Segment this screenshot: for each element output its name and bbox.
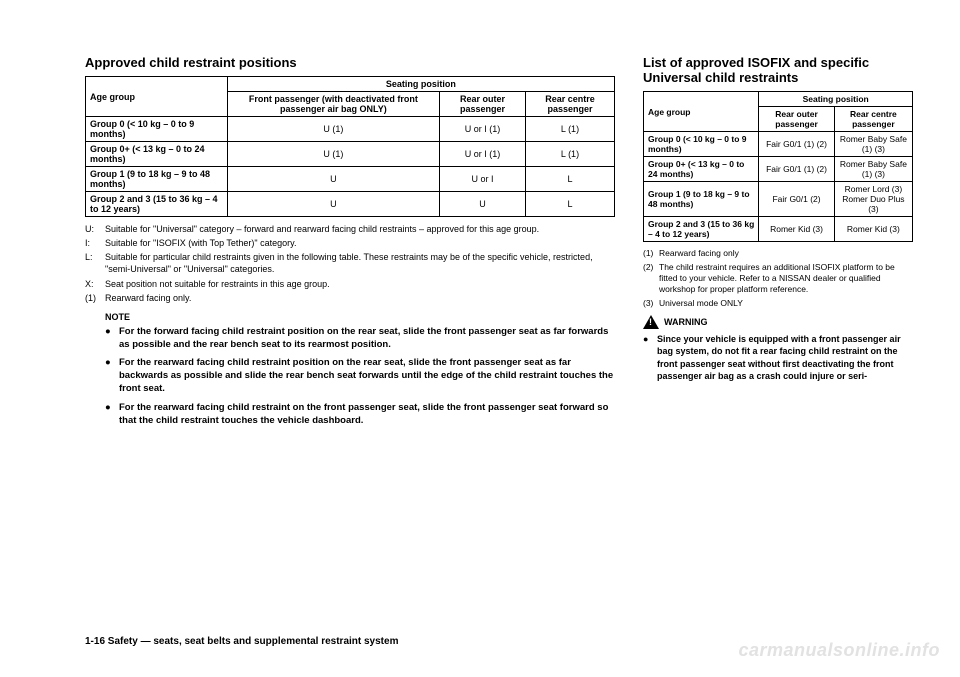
warning-triangle-icon — [643, 315, 659, 329]
list-item: ●For the rearward facing child restraint… — [105, 357, 615, 395]
legend-item: (1) Rearward facing only. — [85, 292, 615, 304]
cell-front: U (1) — [227, 142, 439, 167]
legend-key: I: — [85, 237, 105, 249]
warning-list: ●Since your vehicle is equipped with a f… — [643, 333, 913, 382]
table-row: Group 0+ (< 13 kg – 0 to 24 months) U (1… — [86, 142, 615, 167]
warning-text: Since your vehicle is equipped with a fr… — [657, 333, 913, 382]
table-row: Group 0 (< 10 kg – 0 to 9 months) U (1) … — [86, 117, 615, 142]
cell-outer: Fair G0/1 (1) (2) — [759, 157, 834, 182]
legend-item: L: Suitable for particular child restrai… — [85, 251, 615, 275]
note-text: For the rearward facing child restraint … — [119, 357, 615, 395]
cell-front: U (1) — [227, 117, 439, 142]
th-age-group: Age group — [644, 92, 759, 132]
legend-value: Rearward facing only. — [105, 292, 191, 304]
list-item: ●Since your vehicle is equipped with a f… — [643, 333, 913, 382]
bullet-icon: ● — [105, 326, 119, 352]
note-label: NOTE — [105, 312, 615, 322]
warning-label: WARNING — [664, 317, 708, 327]
warning-header: WARNING — [643, 315, 913, 329]
sup-value: The child restraint requires an addition… — [659, 262, 913, 295]
cell-outer: Romer Kid (3) — [759, 217, 834, 242]
left-column: Approved child restraint positions Age g… — [85, 55, 615, 626]
cell-rear-centre: L — [525, 167, 614, 192]
table-row: Group 1 (9 to 18 kg – 9 to 48 months) U … — [86, 167, 615, 192]
right-heading: List of approved ISOFIX and specific Uni… — [643, 55, 913, 85]
legend-key: X: — [85, 278, 105, 290]
list-item: ●For the rearward facing child restraint… — [105, 402, 615, 428]
bullet-icon: ● — [643, 333, 657, 382]
note-list: ●For the forward facing child restraint … — [105, 326, 615, 428]
table-row: Group 1 (9 to 18 kg – 9 to 48 months) Fa… — [644, 182, 913, 217]
cell-age: Group 2 and 3 (15 to 36 kg – 4 to 12 yea… — [86, 192, 228, 217]
list-item: ●For the forward facing child restraint … — [105, 326, 615, 352]
sup-value: Universal mode ONLY — [659, 298, 743, 309]
legend-value: Suitable for particular child restraints… — [105, 251, 615, 275]
right-column: List of approved ISOFIX and specific Uni… — [643, 55, 913, 626]
table-row: Group 0+ (< 13 kg – 0 to 24 months) Fair… — [644, 157, 913, 182]
cell-rear-centre: L — [525, 192, 614, 217]
cell-rear-outer: U or I (1) — [440, 142, 526, 167]
table-row: Group 2 and 3 (15 to 36 kg – 4 to 12 yea… — [644, 217, 913, 242]
th-seating-position: Seating position — [227, 77, 614, 92]
legend-value: Seat position not suitable for restraint… — [105, 278, 330, 290]
legend-item: I: Suitable for "ISOFIX (with Top Tether… — [85, 237, 615, 249]
sup-item: (2) The child restraint requires an addi… — [643, 262, 913, 295]
th-rear-centre: Rear centre passenger — [525, 92, 614, 117]
table-row: Group 2 and 3 (15 to 36 kg – 4 to 12 yea… — [86, 192, 615, 217]
cell-age: Group 0+ (< 13 kg – 0 to 24 months) — [644, 157, 759, 182]
sup-key: (1) — [643, 248, 659, 259]
cell-rear-outer: U — [440, 192, 526, 217]
legend-key: L: — [85, 251, 105, 275]
th-rear-centre: Rear centre passenger — [834, 107, 912, 132]
th-front-passenger: Front passenger (with deactivated front … — [227, 92, 439, 117]
cell-age: Group 1 (9 to 18 kg – 9 to 48 months) — [644, 182, 759, 217]
cell-centre: Romer Baby Safe (1) (3) — [834, 132, 912, 157]
legend-key: U: — [85, 223, 105, 235]
cell-front: U — [227, 192, 439, 217]
legend-item: X: Seat position not suitable for restra… — [85, 278, 615, 290]
cell-rear-outer: U or I (1) — [440, 117, 526, 142]
cell-centre: Romer Lord (3) Romer Duo Plus (3) — [834, 182, 912, 217]
two-column-layout: Approved child restraint positions Age g… — [85, 55, 920, 626]
legend-item: U: Suitable for "Universal" category – f… — [85, 223, 615, 235]
superscript-notes: (1) Rearward facing only (2) The child r… — [643, 248, 913, 309]
cell-age: Group 1 (9 to 18 kg – 9 to 48 months) — [86, 167, 228, 192]
cell-outer: Fair G0/1 (2) — [759, 182, 834, 217]
table-row: Group 0 (< 10 kg – 0 to 9 months) Fair G… — [644, 132, 913, 157]
cell-age: Group 2 and 3 (15 to 36 kg – 4 to 12 yea… — [644, 217, 759, 242]
isofix-table: Age group Seating position Rear outer pa… — [643, 91, 913, 242]
cell-age: Group 0 (< 10 kg – 0 to 9 months) — [644, 132, 759, 157]
sup-item: (3) Universal mode ONLY — [643, 298, 913, 309]
positions-table: Age group Seating position Front passeng… — [85, 76, 615, 217]
th-rear-outer: Rear outer passenger — [759, 107, 834, 132]
legend-value: Suitable for "ISOFIX (with Top Tether)" … — [105, 237, 296, 249]
sup-key: (3) — [643, 298, 659, 309]
bullet-icon: ● — [105, 402, 119, 428]
cell-centre: Romer Kid (3) — [834, 217, 912, 242]
cell-rear-centre: L (1) — [525, 142, 614, 167]
cell-outer: Fair G0/1 (1) (2) — [759, 132, 834, 157]
legend-value: Suitable for "Universal" category – forw… — [105, 223, 539, 235]
cell-age: Group 0+ (< 13 kg – 0 to 24 months) — [86, 142, 228, 167]
th-seating-position: Seating position — [759, 92, 913, 107]
cell-age: Group 0 (< 10 kg – 0 to 9 months) — [86, 117, 228, 142]
sup-item: (1) Rearward facing only — [643, 248, 913, 259]
th-age-group: Age group — [86, 77, 228, 117]
th-rear-outer: Rear outer passenger — [440, 92, 526, 117]
legend-block: U: Suitable for "Universal" category – f… — [85, 223, 615, 304]
bullet-icon: ● — [105, 357, 119, 395]
sup-value: Rearward facing only — [659, 248, 739, 259]
cell-centre: Romer Baby Safe (1) (3) — [834, 157, 912, 182]
legend-key: (1) — [85, 292, 105, 304]
cell-rear-centre: L (1) — [525, 117, 614, 142]
manual-page: Approved child restraint positions Age g… — [0, 0, 960, 677]
note-text: For the rearward facing child restraint … — [119, 402, 615, 428]
left-heading: Approved child restraint positions — [85, 55, 615, 70]
cell-rear-outer: U or I — [440, 167, 526, 192]
watermark: carmanualsonline.info — [738, 640, 940, 661]
sup-key: (2) — [643, 262, 659, 295]
note-text: For the forward facing child restraint p… — [119, 326, 615, 352]
cell-front: U — [227, 167, 439, 192]
